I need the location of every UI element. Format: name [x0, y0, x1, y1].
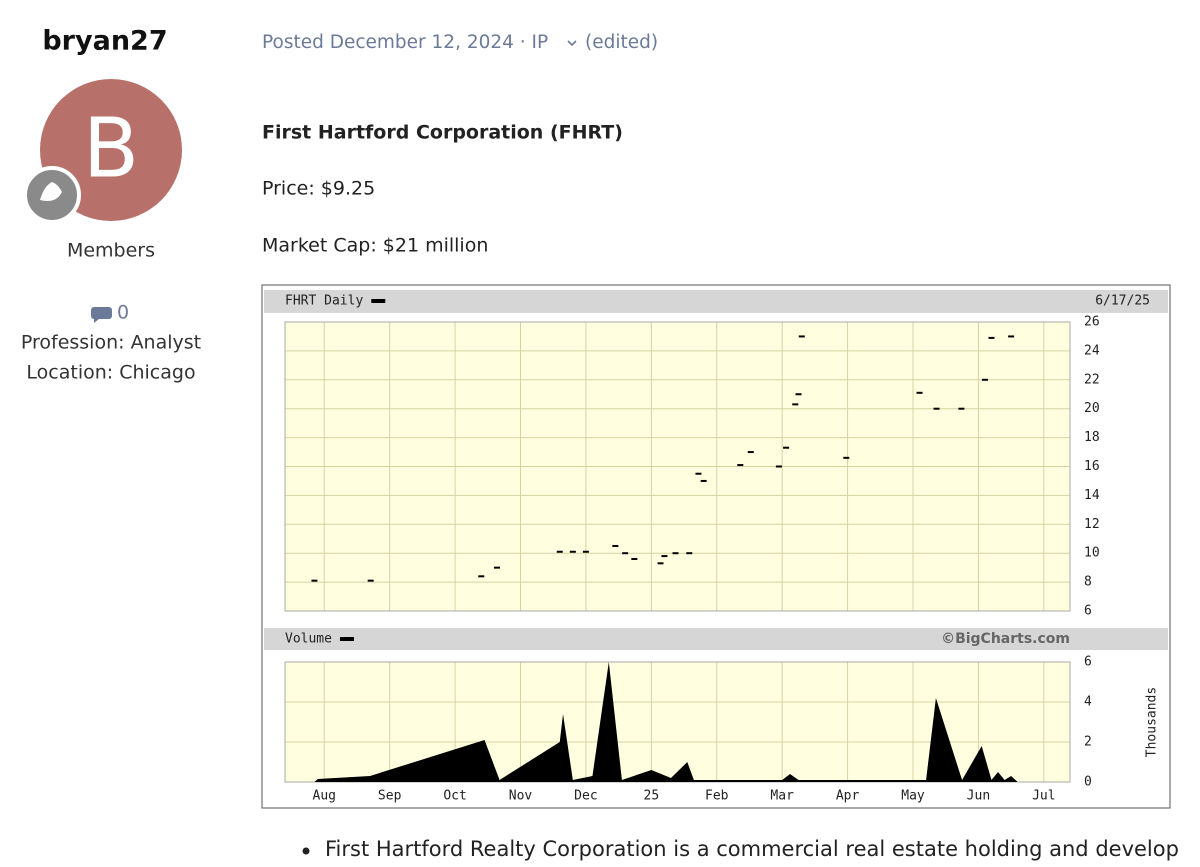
- x-tick-label: Feb: [705, 789, 729, 804]
- x-tick-label: Mar: [770, 789, 794, 804]
- legend-swatch: [371, 299, 386, 303]
- y-tick-label: 22: [1084, 372, 1100, 387]
- market-cap: Market Cap: $21 million: [262, 235, 488, 257]
- x-tick-label: Aug: [313, 789, 336, 804]
- y-tick-label: 2: [1084, 735, 1092, 750]
- heading: First Hartford Corporation (FHRT): [262, 122, 623, 144]
- volume-area: [314, 662, 1018, 782]
- x-tick-label: Nov: [509, 789, 533, 804]
- bullet: [302, 847, 310, 855]
- y-tick-label: 4: [1084, 695, 1092, 710]
- avatar-letter: B: [83, 101, 139, 196]
- x-tick-label: Oct: [443, 789, 466, 804]
- y-tick-label: 20: [1084, 401, 1100, 416]
- x-tick-label: Sep: [378, 789, 402, 804]
- y-tick-label: 12: [1084, 517, 1100, 532]
- panel-title: FHRT Daily: [285, 294, 363, 309]
- profession: Profession: Analyst: [21, 332, 201, 354]
- bullet-text: First Hartford Realty Corporation is a c…: [325, 837, 1179, 861]
- chevron[interactable]: [567, 40, 577, 47]
- price: Price: $9.25: [262, 178, 375, 200]
- volume-header: [264, 628, 1168, 650]
- location: Location: Chicago: [26, 362, 195, 384]
- x-tick-label: May: [901, 789, 925, 804]
- legend-swatch: [339, 637, 354, 641]
- x-tick-label: Dec: [574, 789, 597, 804]
- y-tick-label: 0: [1084, 775, 1092, 790]
- y-tick-label: 18: [1084, 430, 1100, 445]
- comment-icon: [91, 307, 112, 323]
- y-tick-label: 26: [1084, 315, 1100, 330]
- username[interactable]: bryan27: [42, 26, 167, 57]
- y-tick-label: 24: [1084, 343, 1100, 358]
- price-header: [264, 290, 1168, 313]
- post-meta[interactable]: Posted December 12, 2024 · IP: [262, 32, 548, 53]
- badge-icon: [40, 182, 62, 201]
- x-tick-label: Jul: [1032, 789, 1055, 804]
- y-tick-label: 6: [1084, 655, 1092, 670]
- edited[interactable]: (edited): [585, 32, 658, 53]
- y-tick-label: 6: [1084, 604, 1092, 619]
- panel-title: Volume: [285, 632, 332, 647]
- y-tick-label: 16: [1084, 459, 1100, 474]
- x-tick-label: 25: [644, 789, 660, 804]
- y-tick-label: 10: [1084, 546, 1100, 561]
- y-tick-label: 14: [1084, 488, 1100, 503]
- y-axis-label: Thousands: [1145, 687, 1160, 757]
- group: Members: [67, 240, 155, 262]
- comment-count[interactable]: 0: [117, 302, 129, 324]
- x-tick-label: Jun: [967, 789, 990, 804]
- plot-border: [284, 321, 1071, 612]
- source: ©BigCharts.com: [941, 631, 1070, 647]
- y-tick-label: 8: [1084, 575, 1092, 590]
- chart-date: 6/17/25: [1095, 294, 1150, 309]
- x-tick-label: Apr: [836, 789, 860, 804]
